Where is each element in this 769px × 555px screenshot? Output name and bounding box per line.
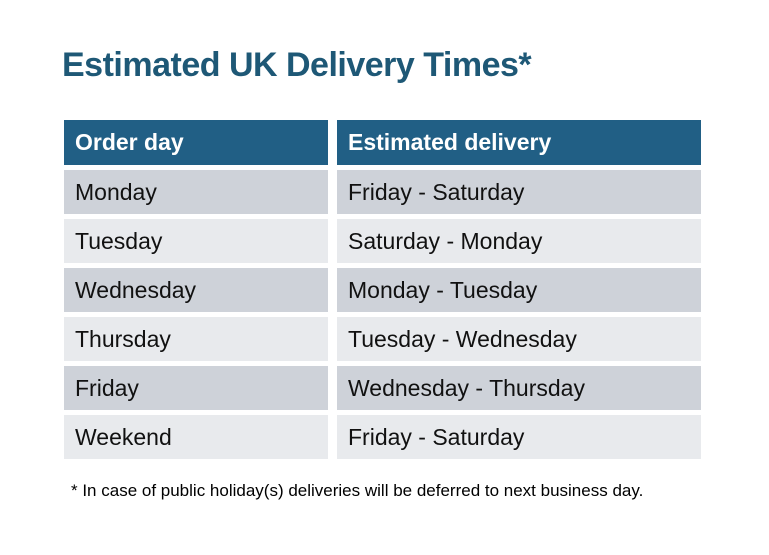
estimated-delivery-cell: Friday - Saturday	[337, 415, 701, 459]
order-day-cell: Weekend	[64, 415, 328, 459]
order-day-cell: Tuesday	[64, 219, 328, 263]
order-day-cell: Friday	[64, 366, 328, 410]
order-day-cell: Thursday	[64, 317, 328, 361]
column-header-order-day: Order day	[64, 120, 328, 165]
estimated-delivery-cell: Friday - Saturday	[337, 170, 701, 214]
order-day-cell: Monday	[64, 170, 328, 214]
page-title: Estimated UK Delivery Times*	[62, 46, 532, 84]
order-day-cell: Wednesday	[64, 268, 328, 312]
estimated-delivery-cell: Saturday - Monday	[337, 219, 701, 263]
column-header-estimated-delivery: Estimated delivery	[337, 120, 701, 165]
delivery-times-table: Order day Estimated delivery Monday Frid…	[64, 120, 701, 459]
estimated-delivery-cell: Monday - Tuesday	[337, 268, 701, 312]
estimated-delivery-cell: Tuesday - Wednesday	[337, 317, 701, 361]
footnote: * In case of public holiday(s) deliverie…	[71, 481, 644, 500]
estimated-delivery-cell: Wednesday - Thursday	[337, 366, 701, 410]
